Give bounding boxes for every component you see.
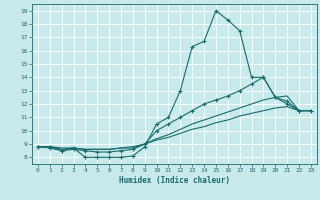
X-axis label: Humidex (Indice chaleur): Humidex (Indice chaleur) xyxy=(119,176,230,185)
